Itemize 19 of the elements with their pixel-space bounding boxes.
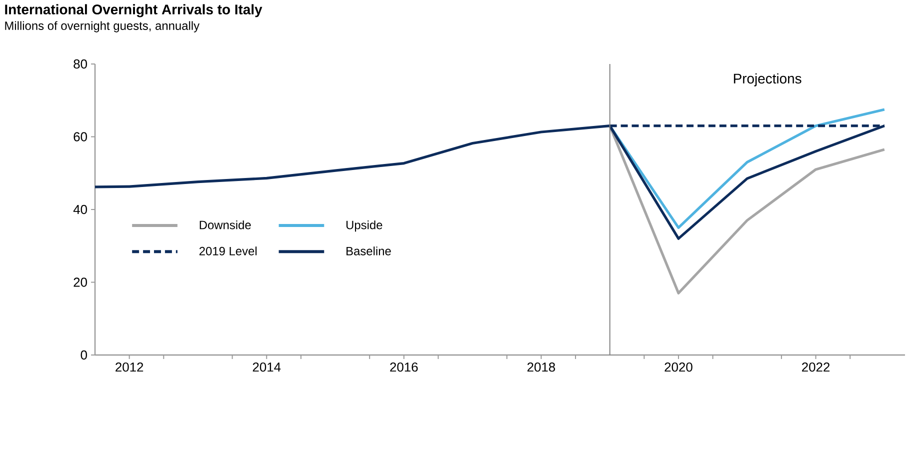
- x-tick-label: 2018: [527, 362, 556, 372]
- y-tick-label: 60: [74, 132, 88, 142]
- legend-label: Downside: [200, 220, 251, 230]
- y-tick-label: 40: [73, 204, 88, 214]
- y-tick-label: 20: [74, 278, 88, 287]
- y-tick-label: 80: [74, 59, 88, 69]
- line-series: [608, 124, 886, 294]
- legend-label: Baseline: [346, 246, 391, 256]
- x-tick-label: 2020: [664, 362, 692, 372]
- legend-label: Upside: [346, 220, 382, 232]
- y-tick-label: 0: [80, 350, 88, 360]
- chart-subtitle: Millions of overnight guests, annually: [5, 21, 200, 32]
- legend-label: 2019 Level: [199, 246, 257, 256]
- annotation: Projections: [734, 73, 802, 86]
- x-tick-label: 2022: [802, 362, 830, 372]
- x-tick-label: 2016: [390, 362, 418, 372]
- x-tick-label: 2012: [116, 362, 144, 372]
- x-tick-label: 2014: [252, 362, 281, 372]
- chart-title: International Overnight Arrivals to Italy: [5, 4, 262, 18]
